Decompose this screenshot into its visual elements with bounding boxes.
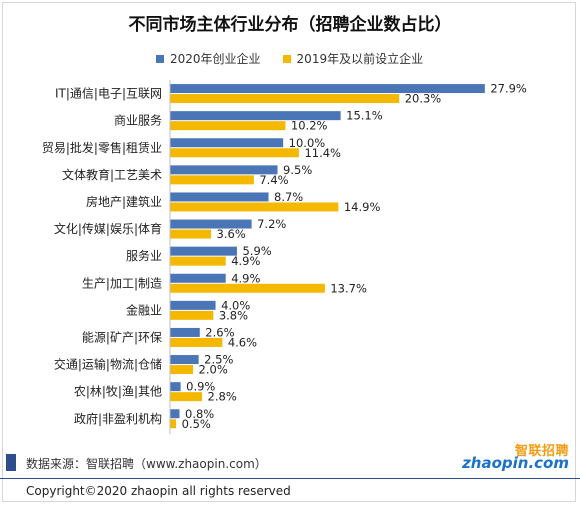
data-label-2019-earlier: 0.5% xyxy=(182,417,211,431)
legend-swatch-series-1 xyxy=(156,54,164,63)
bar-2020 xyxy=(170,273,226,283)
data-label-2020: 2.6% xyxy=(205,325,234,339)
copyright-text: Copyright©2020 zhaopin all rights reserv… xyxy=(26,484,291,498)
data-label-2019-earlier: 4.9% xyxy=(231,254,260,268)
category-label: 政府|非盈利机构 xyxy=(74,411,162,426)
bar-2019-earlier xyxy=(170,365,194,375)
data-label-2019-earlier: 10.2% xyxy=(291,119,328,133)
category-label: 贸易|批发|零售|租赁业 xyxy=(42,140,162,155)
data-label-2020: 9.5% xyxy=(283,163,312,177)
data-label-2020: 0.9% xyxy=(186,380,215,394)
data-label-2019-earlier: 4.6% xyxy=(228,335,257,349)
data-label-2019-earlier: 20.3% xyxy=(405,92,442,106)
legend-label-series-2: 2019年及以前设立企业 xyxy=(296,52,424,66)
bar-2019-earlier xyxy=(170,392,203,402)
bar-2020 xyxy=(170,111,341,121)
bar-2020 xyxy=(170,355,199,365)
category-label: 文化|传媒|娱乐|体育 xyxy=(54,221,162,236)
data-label-2020: 4.0% xyxy=(221,298,250,312)
bar-2019-earlier xyxy=(170,256,226,266)
bar-2020 xyxy=(170,192,269,202)
data-label-2020: 8.7% xyxy=(274,190,303,204)
chart-frame xyxy=(2,2,576,502)
category-label: 商业服务 xyxy=(114,113,162,128)
data-label-2020: 15.1% xyxy=(346,109,383,123)
category-label: 房地产|建筑业 xyxy=(86,194,162,209)
bar-2019-earlier xyxy=(170,121,286,131)
data-label-2020: 0.8% xyxy=(185,407,214,421)
bar-2020 xyxy=(170,84,485,94)
data-label-2020: 2.5% xyxy=(204,353,233,367)
category-label: 服务业 xyxy=(126,248,162,263)
bar-2019-earlier xyxy=(170,229,212,239)
bar-2020 xyxy=(170,138,284,148)
category-label: 农|林|牧|渔|其他 xyxy=(74,385,162,399)
bar-2020 xyxy=(170,246,237,256)
data-label-2020: 10.0% xyxy=(289,136,326,150)
bar-2020 xyxy=(170,382,181,392)
data-label-2019-earlier: 14.9% xyxy=(344,200,381,214)
bar-2019-earlier xyxy=(170,337,223,347)
data-label-2019-earlier: 7.4% xyxy=(259,173,288,187)
data-label-2019-earlier: 13.7% xyxy=(330,281,367,295)
data-label-2020: 4.9% xyxy=(231,271,260,285)
bar-2019-earlier xyxy=(170,419,177,429)
footer-divider xyxy=(0,478,580,479)
legend-item-series-2: 2019年及以前设立企业 xyxy=(282,50,424,67)
legend-item-series-1: 2020年创业企业 xyxy=(156,50,261,67)
logo-cn: 智联招聘 xyxy=(514,444,569,459)
bar-2020 xyxy=(170,327,200,337)
category-label: 能源|矿产|环保 xyxy=(82,330,162,344)
category-label: IT|通信|电子|互联网 xyxy=(55,87,162,101)
legend-swatch-series-2 xyxy=(282,54,291,63)
bar-2019-earlier xyxy=(170,310,214,320)
source-text: 数据来源：智联招聘（www.zhaopin.com） xyxy=(26,457,267,471)
data-label-2019-earlier: 2.0% xyxy=(199,363,228,377)
legend-label-series-1: 2020年创业企业 xyxy=(170,52,261,66)
data-label-2019-earlier: 3.8% xyxy=(219,308,248,322)
bar-2020 xyxy=(170,409,180,419)
logo-en: zhaopin.com xyxy=(462,454,569,472)
data-label-2019-earlier: 3.6% xyxy=(217,227,246,241)
data-label-2020: 7.2% xyxy=(257,217,286,231)
bar-2020 xyxy=(170,165,278,175)
data-label-2019-earlier: 11.4% xyxy=(304,146,341,160)
data-label-2019-earlier: 2.8% xyxy=(208,390,237,404)
bar-2020 xyxy=(170,300,216,310)
bar-2019-earlier xyxy=(170,202,339,212)
chart-legend: 2020年创业企业 2019年及以前设立企业 xyxy=(156,50,423,67)
category-label: 生产|加工|制造 xyxy=(82,276,162,290)
chart-title: 不同市场主体行业分布（招聘企业数占比） xyxy=(128,15,452,35)
data-label-2020: 5.9% xyxy=(242,244,271,258)
zhaopin-logo: 智联招聘 zhaopin.com xyxy=(462,440,569,474)
data-label-2020: 27.9% xyxy=(490,82,527,96)
category-label: 金融业 xyxy=(126,302,162,317)
bar-2019-earlier xyxy=(170,148,299,158)
bar-2019-earlier xyxy=(170,94,400,104)
category-label: 文体教育|工艺美术 xyxy=(62,167,162,182)
category-label: 交通|运输|物流|仓储 xyxy=(54,357,162,372)
bar-2020 xyxy=(170,219,252,229)
bar-2019-earlier xyxy=(170,283,325,293)
bar-2019-earlier xyxy=(170,175,254,185)
source-marker xyxy=(6,454,16,471)
